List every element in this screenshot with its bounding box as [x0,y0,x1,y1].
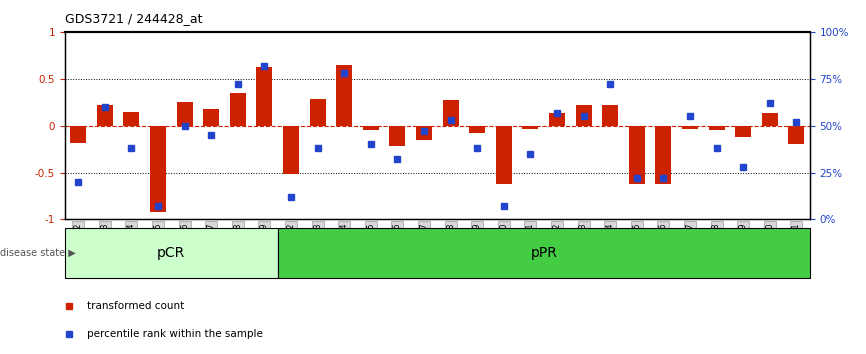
Bar [788,126,805,144]
Bar [283,126,299,175]
Text: GDS3721 / 244428_at: GDS3721 / 244428_at [65,12,203,25]
Bar [70,126,87,143]
Bar [336,65,352,126]
Bar [762,113,778,126]
Text: pPR: pPR [530,246,557,260]
Bar [629,126,645,184]
Bar [522,126,539,130]
Bar [682,126,698,130]
Bar [656,126,671,184]
Bar [443,100,459,126]
Bar [204,109,219,126]
Bar [576,105,591,126]
Text: disease state ▶: disease state ▶ [0,248,75,258]
Bar [177,102,192,126]
Bar [278,228,810,278]
Bar [256,67,273,126]
Text: transformed count: transformed count [87,301,184,311]
Bar [310,99,326,126]
Text: pCR: pCR [158,246,185,260]
Bar [549,113,565,126]
Bar [363,126,378,130]
Text: percentile rank within the sample: percentile rank within the sample [87,330,262,339]
Bar [469,126,485,133]
Bar [150,126,166,212]
Bar [735,126,751,137]
Bar [602,105,618,126]
Bar [229,93,246,126]
Bar [708,126,725,130]
Bar [496,126,512,184]
Bar [65,228,278,278]
Bar [97,105,113,126]
Bar [416,126,432,140]
Bar [390,126,405,146]
Bar [124,112,139,126]
